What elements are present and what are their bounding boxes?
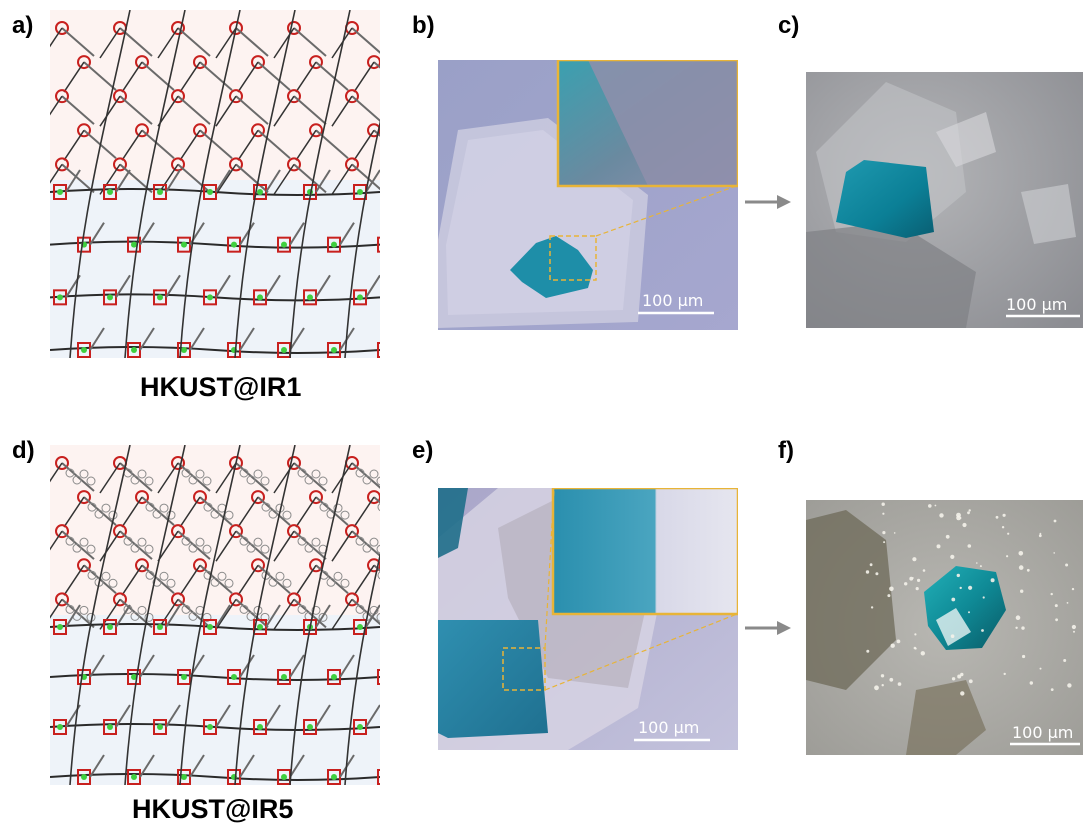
micrograph-panel-c: 100 μm — [806, 72, 1083, 328]
panel-label-e: e) — [412, 437, 434, 464]
panel-label-f: f) — [778, 437, 794, 464]
zoom-region-b — [549, 235, 597, 281]
caption-hkust-ir1: HKUST@IR1 — [140, 372, 302, 402]
panel-label-c: c) — [778, 12, 800, 39]
structure-panel-d — [50, 445, 380, 785]
panel-label-a: a) — [12, 12, 34, 39]
diagonal-strands — [69, 10, 380, 358]
micrograph-panel-b: 100 μm — [438, 60, 738, 330]
blue-crystal-b — [510, 236, 593, 298]
hkust-layer — [50, 604, 380, 785]
micrograph-f: 100 μm — [806, 500, 1083, 755]
zoom-region-e — [502, 647, 546, 691]
organic-layer — [50, 456, 380, 630]
scale-bar-b-label: 100 μm — [642, 291, 703, 310]
scale-bar-f-label: 100 μm — [1012, 723, 1073, 742]
diagonal-strands — [69, 445, 380, 785]
scale-bar-c-label: 100 μm — [1006, 295, 1067, 314]
micrograph-panel-f: 100 μm — [806, 500, 1083, 755]
arrow-b-to-c — [745, 195, 791, 209]
organic-layer — [50, 21, 380, 195]
blue-crystal-c — [836, 160, 934, 238]
panel-label-d: d) — [12, 437, 35, 464]
micrograph-c: 100 μm — [806, 72, 1083, 328]
arrow-e-to-f — [745, 621, 791, 635]
panel-label-b: b) — [412, 12, 435, 39]
inset-e — [553, 488, 738, 614]
structure-image-ir1 — [50, 10, 380, 358]
blue-crystal-e — [438, 620, 548, 738]
scale-bar-e-label: 100 μm — [638, 718, 699, 737]
caption-hkust-ir5: HKUST@IR5 — [132, 794, 294, 824]
micrograph-b: 100 μm — [438, 60, 738, 330]
micrograph-panel-e: 100 μm — [438, 488, 738, 750]
structure-image-ir5 — [50, 445, 380, 785]
structure-panel-a — [50, 10, 380, 358]
micrograph-e: 100 μm — [438, 488, 738, 750]
